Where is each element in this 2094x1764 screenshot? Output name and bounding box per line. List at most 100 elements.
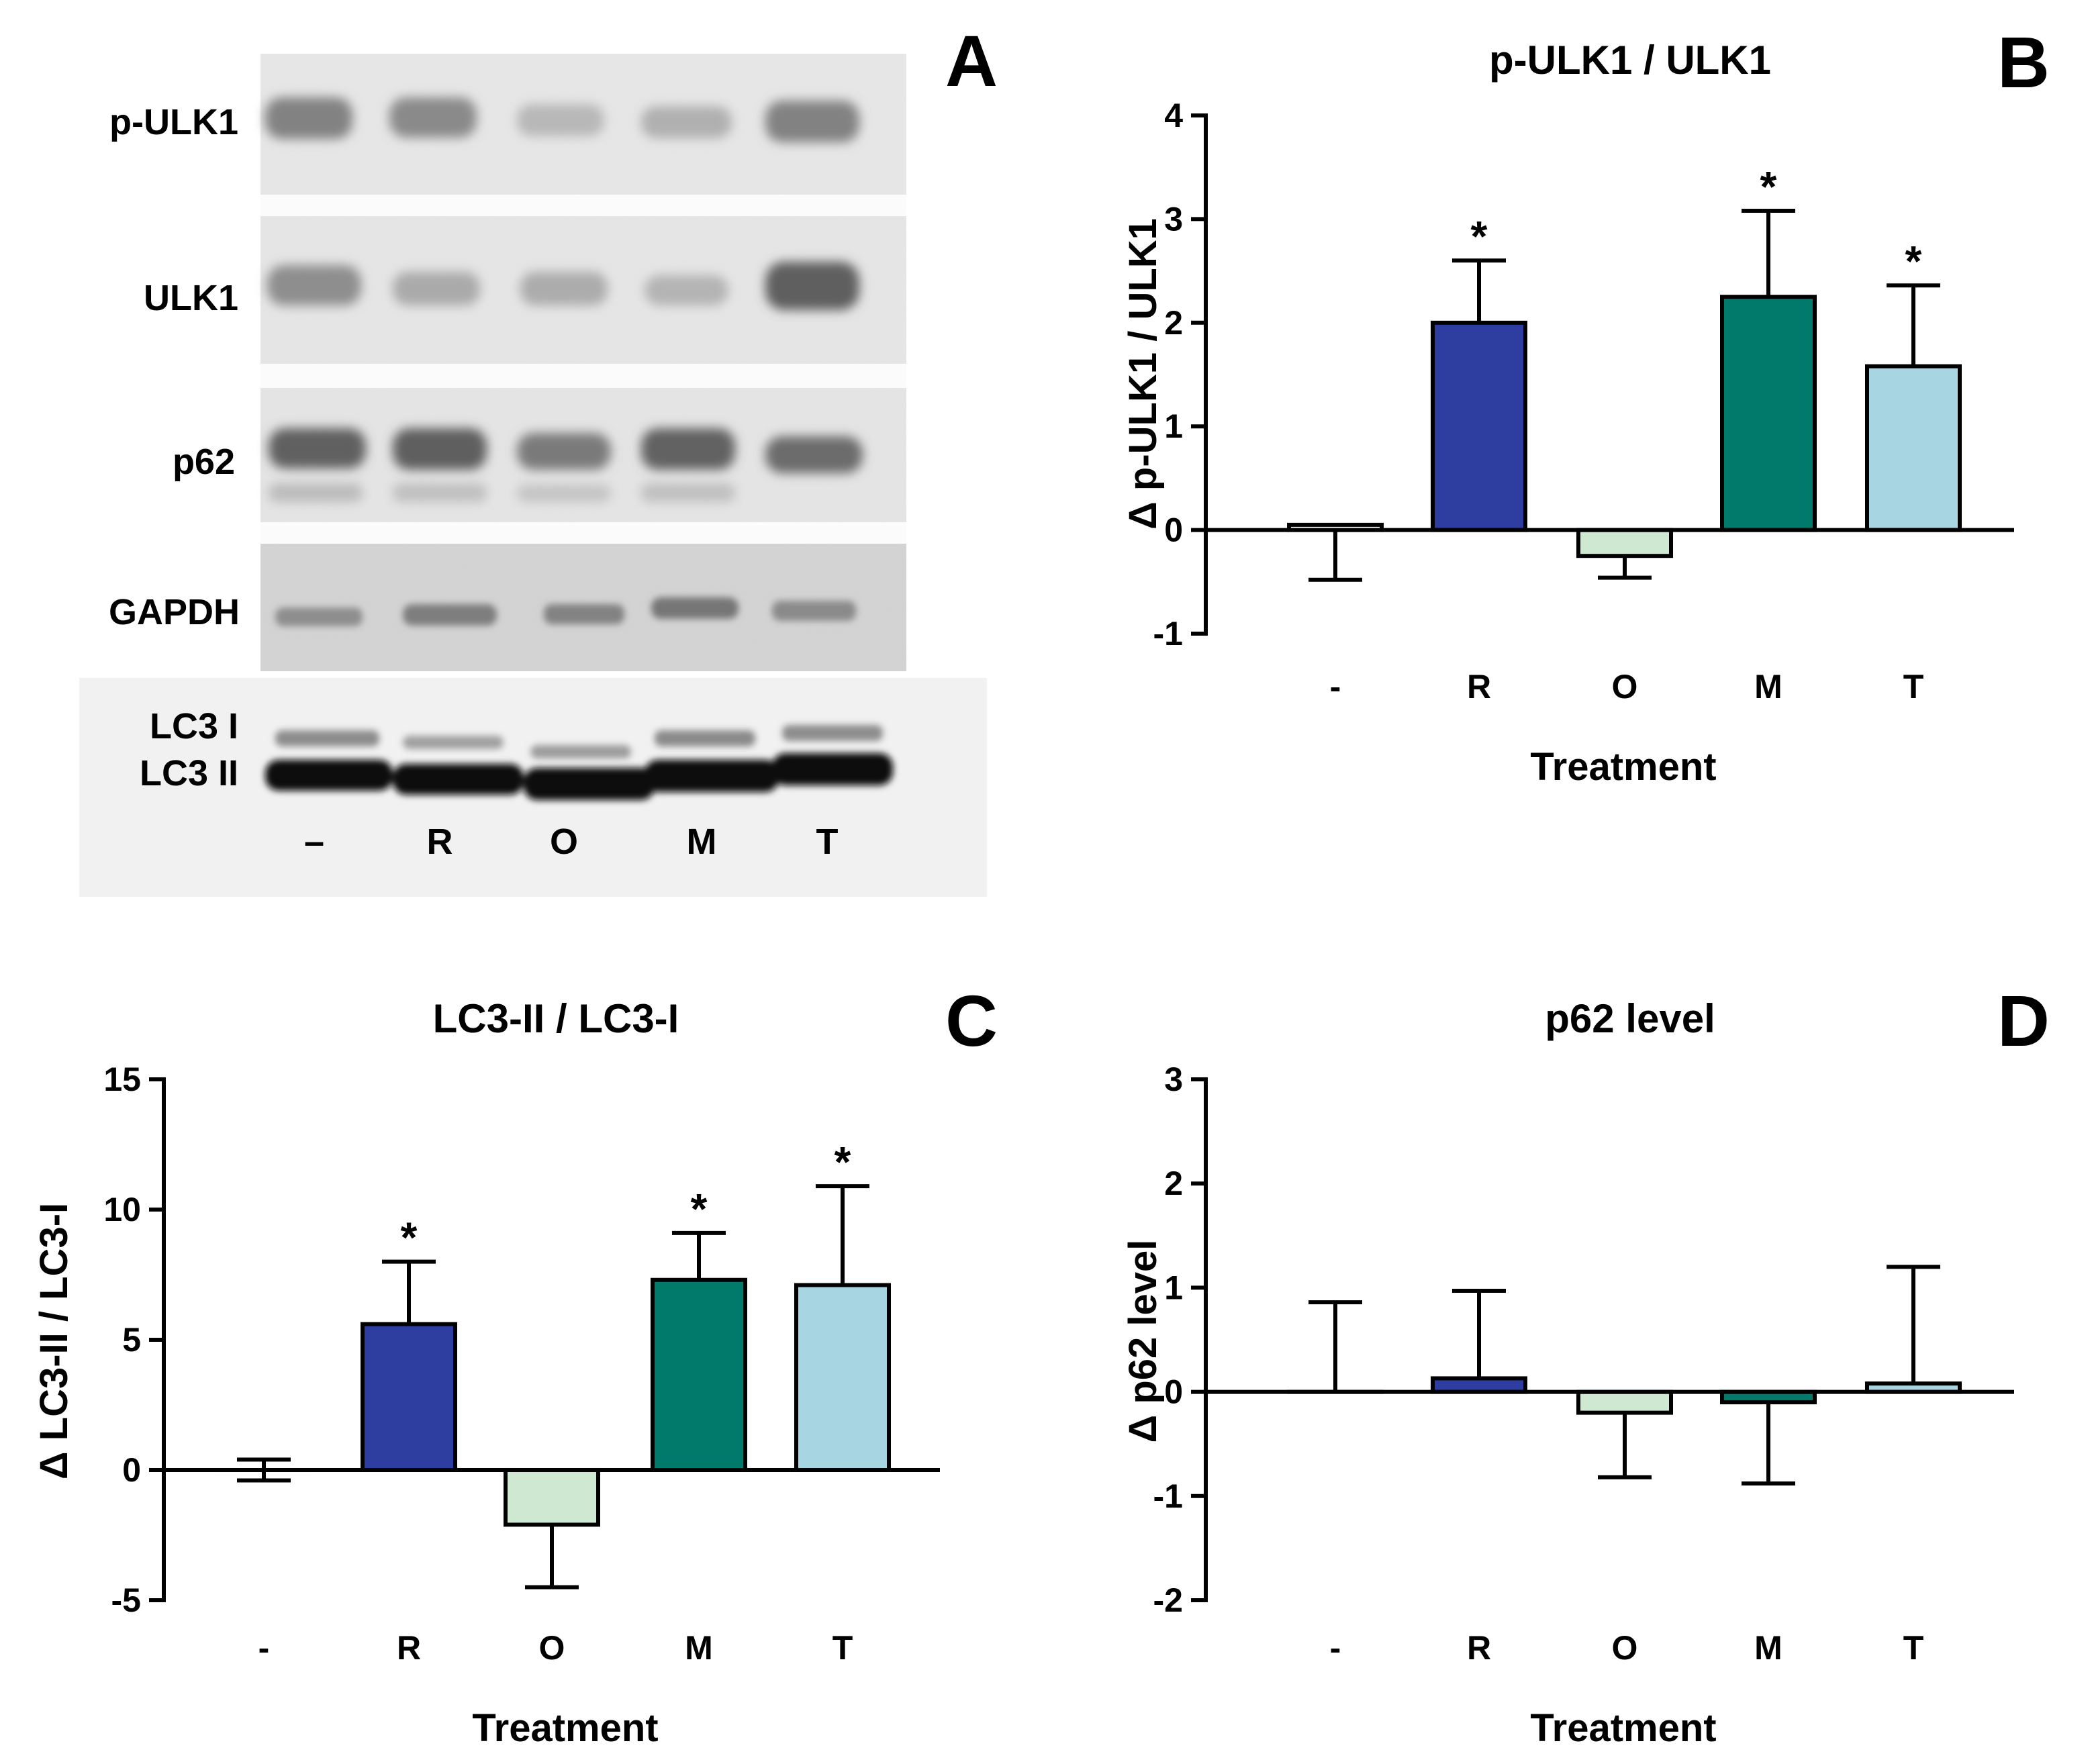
band-lc3-ii-2 (393, 764, 524, 795)
blot-label-p-ulk1: p-ULK1 (109, 102, 238, 142)
band-p-ulk1-2 (389, 97, 477, 138)
chart-c-lc3: LC3-II / LC3-I -5 0 5 10 15 Δ LC3-II / LC3-I - *… (32, 996, 940, 1750)
blot-label-p62: p62 (173, 442, 235, 482)
y-tick-label: 5 (122, 1321, 141, 1359)
bands-lc3-i (275, 725, 883, 758)
band-ulk1-3 (520, 272, 608, 305)
band-lc3-i-5 (782, 725, 883, 741)
lane-label-m: M (687, 822, 717, 862)
significance-t: * (835, 1138, 851, 1186)
band-p62-lower-1 (269, 483, 363, 502)
band-lc3-i-1 (275, 730, 379, 746)
band-ulk1-4 (645, 275, 728, 305)
panel-letter-d: D (1997, 980, 2050, 1061)
x-tick-label-m: M (1754, 1629, 1782, 1667)
band-p62-lower-3 (517, 485, 611, 502)
panel-a-western-blot: A (79, 20, 998, 897)
lane-label-t: T (816, 822, 839, 862)
y-tick-label: 0 (1164, 511, 1183, 549)
x-tick-label-r: R (397, 1629, 421, 1667)
band-lc3-i-2 (403, 736, 504, 749)
band-p62-1 (269, 428, 366, 469)
x-tick-label-t: T (1903, 668, 1924, 705)
blot-label-lc3-ii: LC3 II (140, 753, 238, 793)
significance-t: * (1905, 237, 1922, 285)
y-tick-label: 2 (1164, 304, 1183, 342)
x-tick-label-m: M (1754, 668, 1782, 705)
significance-m: * (691, 1185, 708, 1233)
chart-title: p-ULK1 / ULK1 (1489, 38, 1771, 83)
blot-label-ulk1: ULK1 (144, 278, 238, 318)
bar-m (1720, 295, 1817, 532)
lane-label-r: R (427, 822, 453, 862)
blot-noise-1 (260, 54, 906, 671)
x-tick-label-control: - (1330, 668, 1341, 705)
y-tick-label: -5 (111, 1581, 141, 1619)
bar-t (1865, 364, 1962, 532)
band-p-ulk1-5 (765, 101, 859, 142)
x-tick-label-o: O (1612, 1629, 1638, 1667)
y-tick-label: 2 (1164, 1165, 1183, 1202)
bar-r (1431, 1376, 1527, 1394)
bands-p62-lower (269, 483, 735, 502)
y-tick-label: 3 (1164, 200, 1183, 238)
bar-r (1431, 320, 1527, 532)
band-p62-2 (393, 428, 487, 470)
band-p62-5 (765, 436, 863, 473)
y-tick-label: -1 (1153, 1477, 1183, 1515)
chart-title: LC3-II / LC3-I (433, 996, 679, 1041)
band-p62-4 (641, 428, 735, 470)
panel-letter-c: C (945, 980, 998, 1061)
chart-title: p62 level (1545, 996, 1715, 1041)
x-tick-label-o: O (539, 1629, 565, 1667)
band-lc3-ii-5 (772, 753, 893, 785)
y-tick-label: 15 (103, 1061, 141, 1098)
band-lc3-ii-3 (524, 768, 655, 800)
y-tick-label: 1 (1164, 1269, 1183, 1306)
chart-d-p62: p62 level -2 -1 0 1 2 3 Δ p62 level - R O M T Treatme… (1121, 996, 2014, 1750)
bands-gapdh (275, 597, 856, 626)
band-lc3-ii-1 (265, 760, 393, 791)
x-tick-label-t: T (832, 1629, 853, 1667)
band-p-ulk1-1 (265, 97, 352, 139)
band-gapdh-4 (651, 597, 739, 619)
x-tick-label-m: M (685, 1629, 713, 1667)
band-gapdh-2 (403, 604, 497, 626)
y-tick-label: 0 (122, 1451, 141, 1489)
chart-b-p-ulk1: p-ULK1 / ULK1 -1 0 1 2 3 4 Δ p-ULK1 / ULK1 - * R O *… (1121, 38, 2014, 789)
band-p62-lower-4 (641, 483, 735, 502)
x-tick-label-r: R (1467, 1629, 1491, 1667)
significance-m: * (1760, 162, 1777, 211)
x-tick-label-r: R (1467, 668, 1491, 705)
x-axis-label: Treatment (472, 1706, 658, 1750)
bar-r (361, 1322, 457, 1472)
y-tick-label: 3 (1164, 1061, 1183, 1098)
y-axis-label: Δ p62 level (1121, 1240, 1165, 1443)
bar-t (794, 1283, 891, 1473)
band-ulk1-1 (267, 265, 361, 305)
bar-m (651, 1277, 747, 1472)
y-tick-label: 1 (1164, 407, 1183, 445)
bands-p-ulk1 (265, 97, 859, 142)
bar-o (504, 1468, 600, 1527)
blot-label-gapdh: GAPDH (109, 592, 240, 632)
y-tick-label: -1 (1153, 615, 1183, 652)
blot-label-lc3-i: LC3 I (150, 706, 238, 746)
bands-lc3-ii (265, 753, 893, 800)
x-tick-label-control: - (1330, 1629, 1341, 1667)
band-gapdh-3 (544, 604, 624, 624)
y-axis-label: Δ LC3-II / LC3-I (32, 1203, 76, 1479)
band-p-ulk1-4 (641, 106, 732, 138)
panel-letter-a: A (945, 20, 998, 101)
y-axis-label: Δ p-ULK1 / ULK1 (1121, 218, 1165, 530)
bands-p62 (269, 428, 863, 473)
y-tick-label: 0 (1164, 1373, 1183, 1411)
x-tick-label-control: - (258, 1629, 270, 1667)
y-tick-label: -2 (1153, 1581, 1183, 1619)
significance-r: * (1471, 212, 1488, 260)
band-lc3-i-4 (655, 730, 755, 746)
bar-o (1576, 1389, 1673, 1415)
band-gapdh-5 (772, 601, 856, 621)
bands-ulk1 (267, 262, 859, 310)
